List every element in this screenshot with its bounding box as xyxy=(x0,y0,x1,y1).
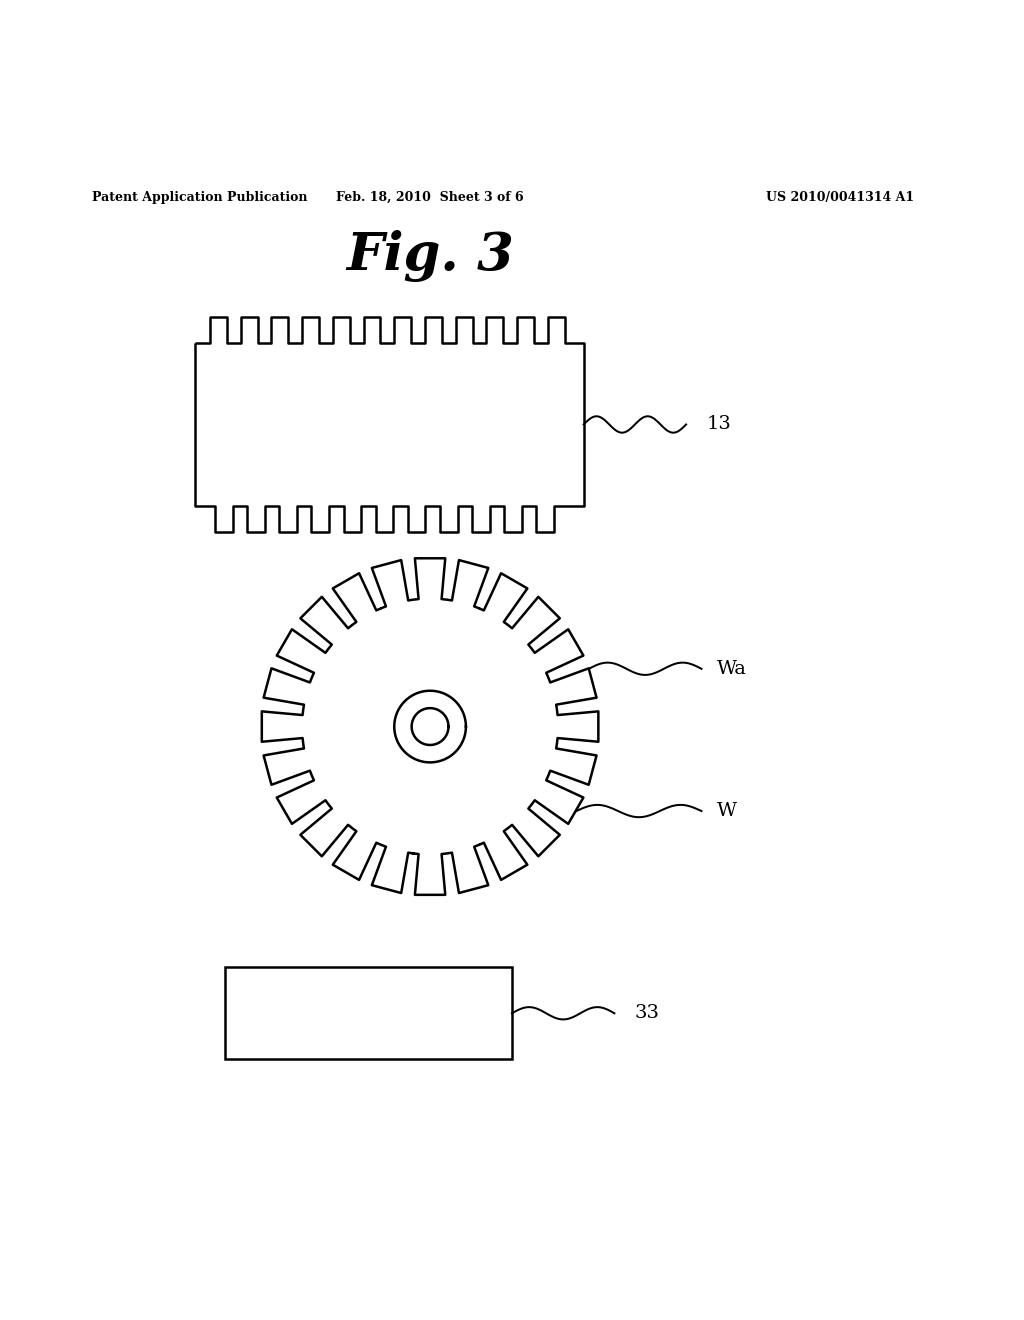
Text: Feb. 18, 2010  Sheet 3 of 6: Feb. 18, 2010 Sheet 3 of 6 xyxy=(336,190,524,203)
Text: US 2010/0041314 A1: US 2010/0041314 A1 xyxy=(766,190,913,203)
Text: 13: 13 xyxy=(707,416,731,433)
Text: 33: 33 xyxy=(635,1005,659,1022)
Bar xyxy=(225,968,512,1060)
Text: Patent Application Publication: Patent Application Publication xyxy=(92,190,307,203)
Text: Fig. 3: Fig. 3 xyxy=(346,230,514,281)
Text: Wa: Wa xyxy=(717,660,746,677)
Text: W: W xyxy=(717,803,737,820)
